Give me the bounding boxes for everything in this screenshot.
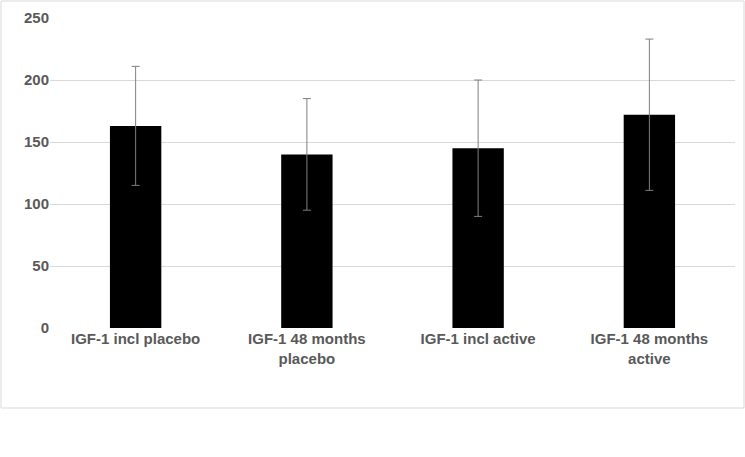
svg-text:100: 100	[24, 195, 49, 212]
svg-text:IGF-1 48 monthsactive: IGF-1 48 monthsactive	[591, 330, 709, 367]
svg-text:IGF-1 incl active: IGF-1 incl active	[421, 330, 536, 347]
svg-text:IGF-1 48 monthsplacebo: IGF-1 48 monthsplacebo	[248, 330, 366, 367]
svg-text:250: 250	[24, 9, 49, 26]
svg-text:200: 200	[24, 71, 49, 88]
svg-text:0: 0	[41, 319, 49, 336]
svg-text:150: 150	[24, 133, 49, 150]
svg-text:Notes: Indicated values are me: Notes: Indicated values are mean value, …	[4, 455, 497, 457]
svg-text:IGF-1 incl placebo: IGF-1 incl placebo	[71, 330, 200, 347]
svg-text:50: 50	[32, 257, 49, 274]
